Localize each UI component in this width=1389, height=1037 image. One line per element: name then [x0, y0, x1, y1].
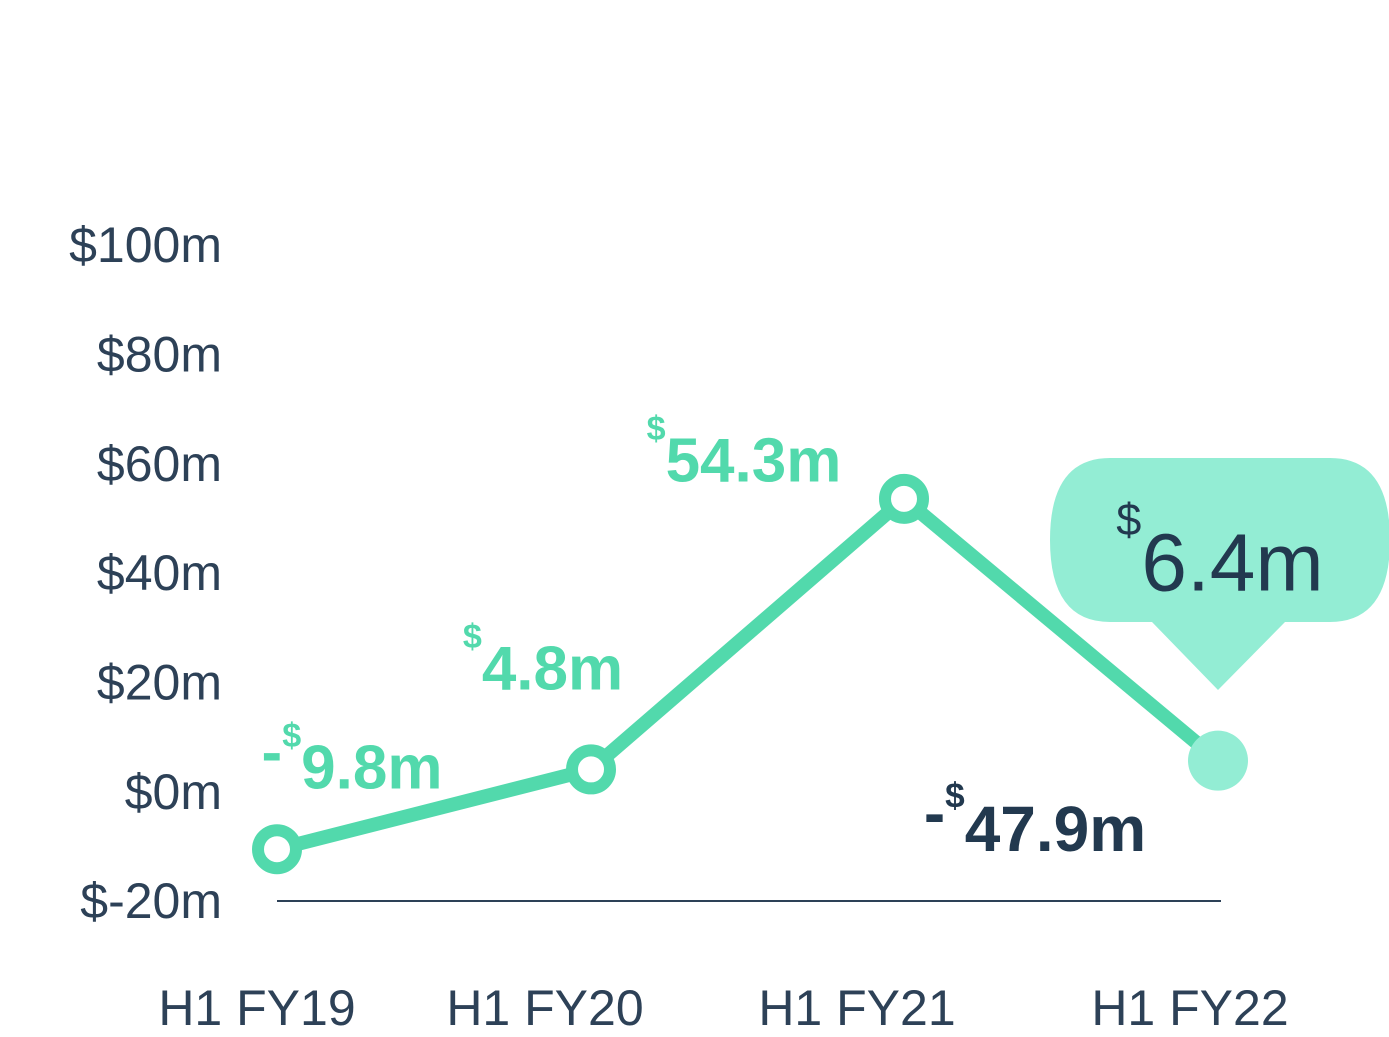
y-tick-label: $0m	[125, 764, 222, 820]
x-tick-label: H1 FY20	[446, 980, 643, 1036]
value-label: -$9.8m	[262, 717, 443, 802]
annotation: -$47.9m	[924, 777, 1146, 865]
x-tick-label: H1 FY19	[158, 980, 355, 1036]
value-label: $6.4m	[1116, 494, 1323, 608]
point	[879, 473, 929, 524]
value-label: $4.8m	[463, 618, 623, 703]
value-label: $54.3m	[647, 410, 842, 495]
x-tick-label: H1 FY22	[1091, 980, 1288, 1036]
y-tick-label: $100m	[69, 217, 222, 273]
y-tick-label: $-20m	[80, 873, 222, 929]
y-tick-label: $20m	[97, 655, 222, 711]
y-tick-label: $80m	[97, 327, 222, 383]
callout-bubble	[1050, 458, 1389, 690]
y-tick-label: $40m	[97, 545, 222, 601]
highlight-point	[1188, 730, 1248, 791]
line	[275, 491, 1223, 857]
y-tick-label: $60m	[97, 436, 222, 492]
x-tick-label: H1 FY21	[758, 980, 955, 1036]
point	[566, 744, 616, 795]
point	[252, 824, 302, 875]
